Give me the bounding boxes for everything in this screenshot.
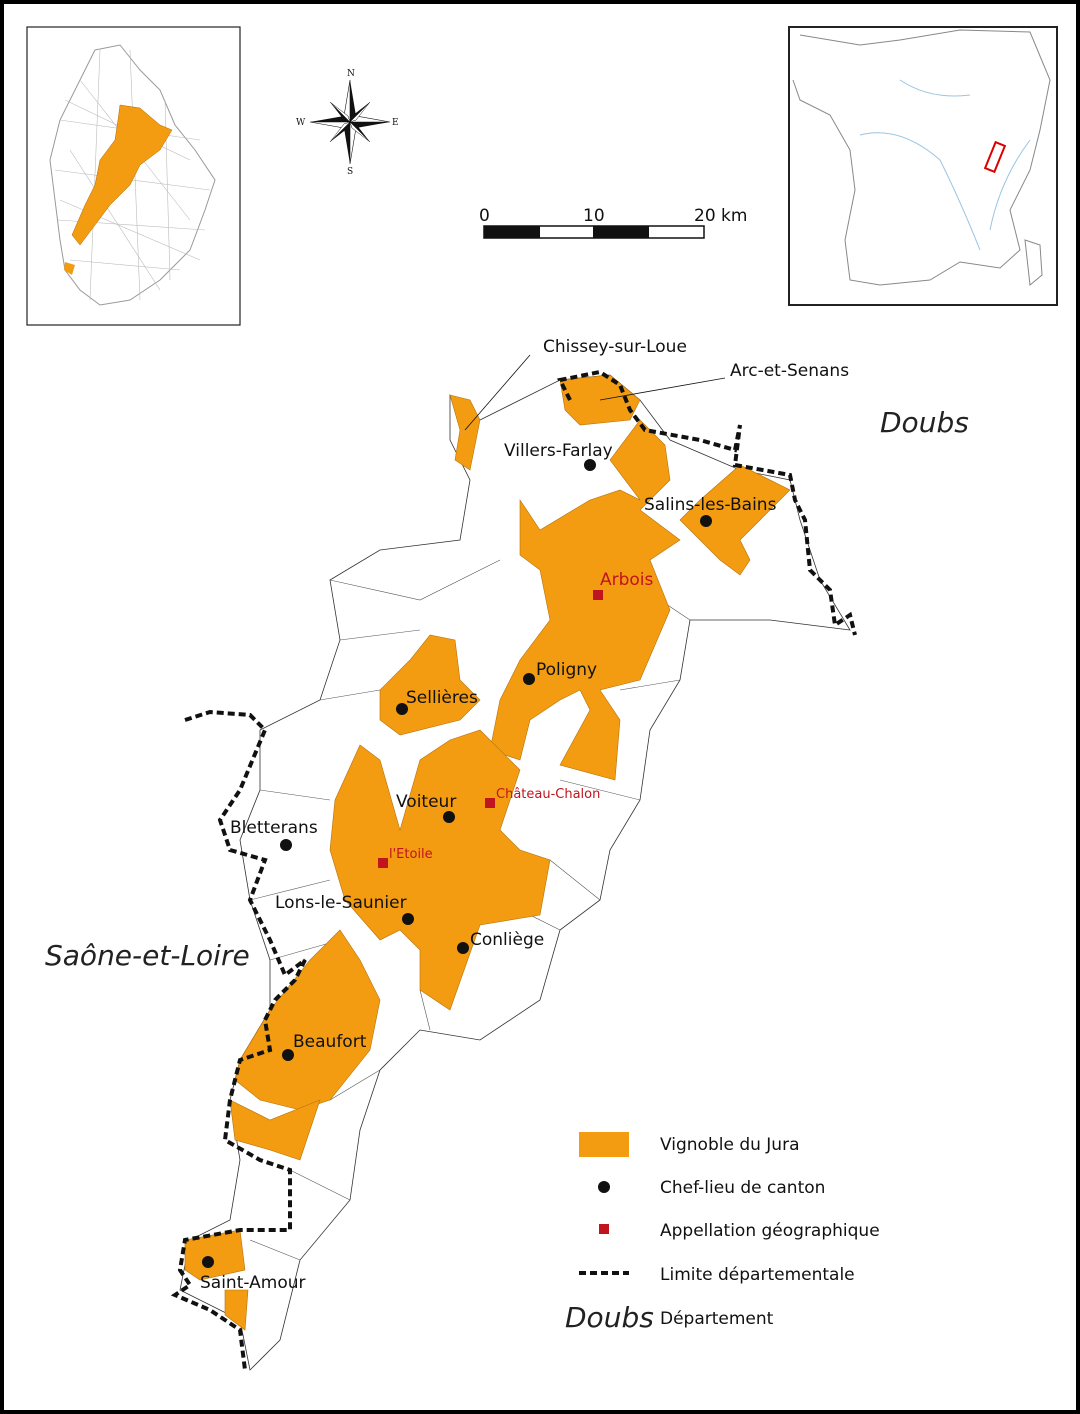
scale-tick-10: 10	[583, 206, 605, 226]
scale-bar: 0 10 20 km	[479, 206, 747, 239]
legend-limit: Limite départementale	[660, 1265, 855, 1285]
label-sellieres: Sellières	[406, 688, 478, 708]
label-saone-et-loire: Saône-et-Loire	[45, 939, 250, 972]
legend-swatch-vineyard	[579, 1132, 629, 1157]
label-etoile: l'Etoile	[389, 847, 433, 862]
label-poligny: Poligny	[536, 660, 597, 680]
scale-tick-20: 20 km	[694, 206, 747, 226]
label-chateau-chalon: Château-Chalon	[496, 787, 600, 802]
compass-e: E	[392, 118, 399, 128]
legend-appellation: Appellation géographique	[660, 1221, 880, 1241]
legend-dept-sample: Doubs	[565, 1301, 654, 1334]
compass-rose-icon: N S E W	[296, 69, 399, 177]
compass-s: S	[347, 167, 353, 177]
vineyard-areas	[184, 374, 791, 1331]
inset-france-locator	[788, 26, 1058, 306]
legend-chef-lieu: Chef-lieu de canton	[660, 1178, 825, 1198]
label-chissey: Chissey-sur-Loue	[543, 337, 687, 357]
label-bletterans: Bletterans	[230, 818, 318, 838]
department-limit	[170, 369, 857, 1371]
label-arc: Arc-et-Senans	[730, 361, 849, 381]
legend-vineyard: Vignoble du Jura	[660, 1135, 800, 1155]
appellation-markers	[378, 590, 603, 868]
label-conliege: Conliège	[470, 930, 544, 950]
label-lons: Lons-le-Saunier	[275, 893, 407, 913]
label-beaufort: Beaufort	[293, 1032, 367, 1052]
label-villers: Villers-Farlay	[504, 441, 613, 461]
label-voiteur: Voiteur	[396, 792, 456, 812]
compass-n: N	[347, 69, 355, 79]
chef-lieu-markers	[202, 459, 712, 1268]
legend-square-icon	[599, 1224, 609, 1234]
jura-vineyard-map: N S E W 0 10 20 km	[4, 4, 1076, 1410]
label-salins: Salins-les-Bains	[644, 495, 777, 515]
compass-w: W	[296, 118, 306, 128]
map-canvas: N S E W 0 10 20 km	[26, 26, 1058, 1371]
legend-dot-icon	[598, 1181, 610, 1193]
label-saint-amour: Saint-Amour	[200, 1273, 306, 1293]
label-doubs: Doubs	[880, 406, 969, 439]
legend-dept: Département	[660, 1309, 774, 1329]
legend: Vignoble du Jura Chef-lieu de canton App…	[565, 1132, 880, 1334]
scale-tick-0: 0	[479, 206, 490, 226]
inset-jura-locator	[26, 26, 241, 326]
label-arbois: Arbois	[600, 570, 654, 590]
